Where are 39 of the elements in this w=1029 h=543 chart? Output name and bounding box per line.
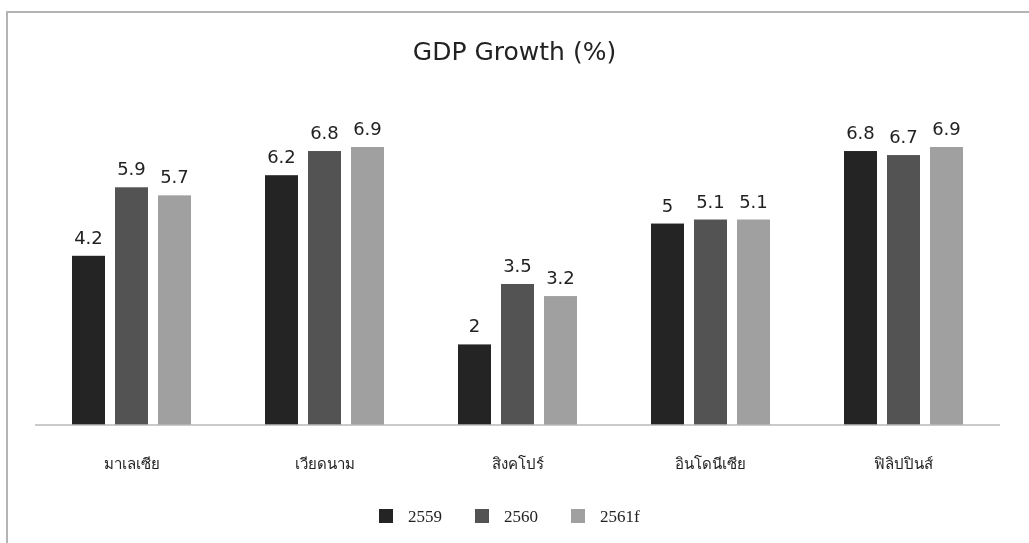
data-label: 2 bbox=[468, 315, 481, 337]
bar bbox=[115, 187, 148, 425]
bar bbox=[158, 195, 191, 425]
data-label: 5.7 bbox=[160, 166, 189, 188]
data-label: 3.2 bbox=[546, 267, 575, 289]
x-tick-label: มาเลเซีย bbox=[103, 455, 160, 473]
legend-label: 2559 bbox=[408, 507, 442, 526]
bar bbox=[844, 151, 877, 425]
data-label: 6.8 bbox=[846, 122, 875, 144]
legend-label: 2560 bbox=[504, 507, 538, 526]
bar bbox=[651, 223, 684, 425]
data-label: 6.2 bbox=[267, 146, 296, 168]
data-label: 4.2 bbox=[74, 226, 103, 248]
data-label: 6.7 bbox=[889, 126, 918, 148]
bar bbox=[458, 344, 491, 425]
data-label: 5.9 bbox=[117, 158, 146, 180]
x-tick-label: ฟิลิปปินส์ bbox=[874, 455, 933, 473]
bar bbox=[694, 219, 727, 425]
bar bbox=[930, 147, 963, 425]
data-label: 6.9 bbox=[353, 118, 382, 139]
data-label: 3.5 bbox=[503, 254, 532, 276]
bar bbox=[501, 283, 534, 425]
bar bbox=[544, 296, 577, 425]
bar bbox=[351, 147, 384, 425]
bar bbox=[308, 151, 341, 425]
bar bbox=[887, 155, 920, 425]
x-tick-label: สิงคโปร์ bbox=[491, 455, 544, 473]
bar bbox=[737, 219, 770, 425]
x-tick-label: อินโดนีเซีย bbox=[675, 455, 746, 473]
x-tick-label: เวียดนาม bbox=[294, 455, 355, 473]
data-label: 6.8 bbox=[310, 122, 339, 144]
data-label: 5.1 bbox=[696, 190, 725, 212]
data-label: 6.9 bbox=[932, 118, 961, 139]
data-label: 5 bbox=[661, 194, 674, 216]
data-label: 5.1 bbox=[739, 190, 768, 212]
bar bbox=[72, 255, 105, 425]
chart-title: GDP Growth (%) bbox=[412, 37, 617, 66]
legend-label: 2561f bbox=[600, 507, 640, 526]
bar bbox=[265, 175, 298, 425]
